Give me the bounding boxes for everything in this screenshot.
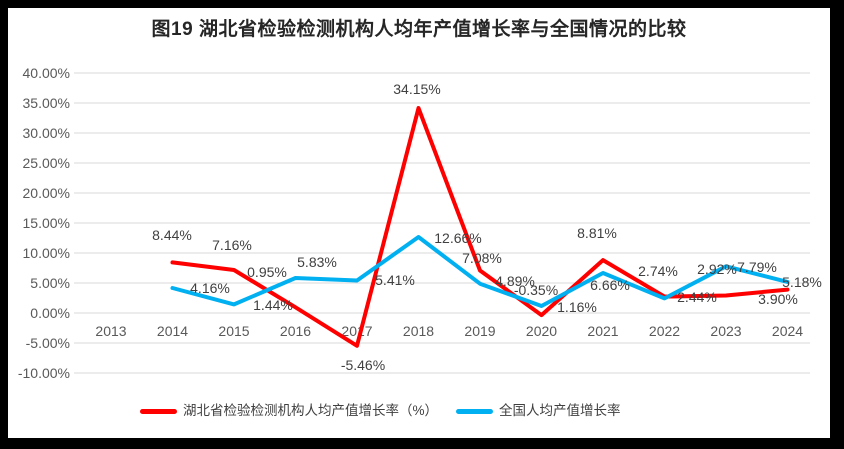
legend-line-national-icon (456, 408, 494, 414)
data-label-national-2023: 7.79% (737, 259, 777, 275)
data-label-national-2019: 4.89% (495, 273, 535, 289)
chart-title: 图19 湖北省检验检测机构人均年产值增长率与全国情况的比较 (151, 19, 687, 40)
x-axis-tick-label: 2013 (95, 323, 126, 339)
x-axis-tick-label: 2022 (649, 323, 680, 339)
y-axis-tick-label: 40.00% (23, 65, 70, 81)
legend-line-hubei-icon (140, 408, 177, 414)
y-axis-tick-label: -5.00% (26, 335, 70, 351)
y-axis-tick-label: 35.00% (23, 95, 70, 111)
y-axis-tick-label: 15.00% (23, 215, 70, 231)
x-axis-tick-label: 2024 (772, 323, 803, 339)
x-axis-tick-label: 2016 (280, 323, 311, 339)
y-axis-tick-label: 10.00% (23, 245, 70, 261)
x-axis-tick-label: 2017 (341, 323, 372, 339)
data-label-hubei-2023: 2.92% (697, 261, 737, 277)
x-axis-tick-label: 2014 (157, 323, 188, 339)
data-label-hubei-2016: 0.95% (247, 264, 287, 280)
data-label-national-2020: 1.16% (557, 299, 597, 315)
data-label-national-2015: 1.44% (253, 297, 293, 313)
y-axis-tick-label: -10.00% (18, 365, 70, 381)
y-axis-tick-label: 0.00% (30, 305, 70, 321)
data-label-hubei-2022: 2.74% (638, 263, 678, 279)
data-label-hubei-2014: 8.44% (152, 227, 192, 243)
data-label-hubei-2019: 7.08% (462, 250, 502, 266)
data-label-national-2022: 2.44% (677, 289, 717, 305)
y-axis-tick-label: 30.00% (23, 125, 70, 141)
data-label-hubei-2024: 3.90% (758, 291, 798, 307)
data-label-hubei-2015: 7.16% (212, 237, 252, 253)
x-axis-tick-label: 2018 (403, 323, 434, 339)
x-axis-tick-label: 2020 (526, 323, 557, 339)
data-label-national-2024: 5.18% (782, 274, 822, 290)
y-axis-tick-label: 20.00% (23, 185, 70, 201)
legend-label-hubei: 湖北省检验检测机构人均产值增长率（%） (183, 403, 439, 418)
data-label-national-2014: 4.16% (190, 280, 230, 296)
series-line-hubei (170, 106, 790, 348)
x-axis-tick-label: 2021 (587, 323, 618, 339)
y-axis-tick-label: 5.00% (30, 275, 70, 291)
legend: 湖北省检验检测机构人均产值增长率（%） 全国人均产值增长率 (140, 402, 621, 420)
data-label-national-2021: 6.66% (590, 277, 630, 293)
y-axis-tick-label: 25.00% (23, 155, 70, 171)
data-label-national-2017: 5.41% (375, 272, 415, 288)
data-label-national-2016: 5.83% (297, 254, 337, 270)
series-line-national (170, 235, 790, 308)
x-axis-tick-label: 2023 (710, 323, 741, 339)
data-label-hubei-2018: 34.15% (393, 81, 440, 97)
data-label-national-2018: 12.66% (434, 230, 481, 246)
data-label-hubei-2017: -5.46% (341, 357, 385, 373)
legend-label-national: 全国人均产值增长率 (499, 403, 621, 418)
data-label-hubei-2020: -0.35% (514, 282, 558, 298)
data-label-hubei-2021: 8.81% (577, 225, 617, 241)
x-axis-tick-label: 2015 (218, 323, 249, 339)
x-axis-tick-label: 2019 (464, 323, 495, 339)
